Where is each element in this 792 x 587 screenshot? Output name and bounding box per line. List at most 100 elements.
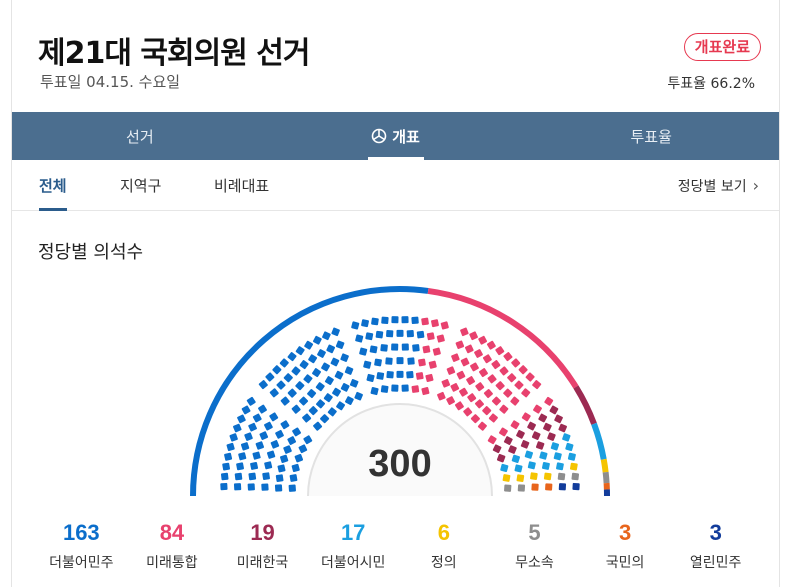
seat-mark [272, 365, 282, 375]
legend-item: 3 열린민주 [670, 520, 761, 572]
seat-mark [544, 396, 554, 406]
seat-mark [549, 405, 559, 415]
seat-mark [349, 379, 359, 388]
seat-mark [294, 453, 304, 463]
legend-seat-count: 17 [340, 520, 366, 545]
tab-count[interactable]: 개표 [268, 112, 524, 160]
seat-mark [507, 373, 517, 383]
legend-seat-count: 6 [437, 520, 450, 545]
seat-mark [229, 433, 238, 442]
party-view-label: 정당별 보기 [677, 178, 747, 195]
seat-mark [252, 451, 261, 460]
seat-mark [375, 330, 384, 339]
seat-mark [477, 421, 487, 431]
legend-party-name: 더불어민주 [49, 555, 114, 571]
seat-mark [262, 472, 270, 480]
legend-item: 84 미래통합 [127, 520, 218, 572]
tab-count-label: 개표 [392, 127, 420, 146]
seat-mark [380, 344, 388, 352]
subtab-all[interactable]: 전체 [39, 160, 67, 211]
legend-seat-count: 19 [250, 520, 275, 545]
seat-mark [295, 346, 305, 356]
seat-mark [391, 316, 399, 324]
party-ring-arc [600, 458, 609, 473]
seat-mark [460, 357, 470, 367]
seat-mark [541, 461, 550, 470]
seat-mark [363, 360, 372, 369]
seat-mark [304, 340, 314, 350]
seat-mark [308, 354, 318, 364]
seat-mark [567, 452, 576, 461]
total-seats-label: 300 [368, 443, 431, 485]
seat-mark [280, 420, 290, 430]
seat-mark [464, 344, 474, 354]
seat-mark [446, 396, 455, 405]
seat-mark [288, 484, 296, 492]
seat-mark [287, 388, 297, 398]
election-date: 투표일 04.15. 수요일 [40, 73, 181, 91]
seat-mark [340, 353, 349, 362]
seat-mark [361, 319, 369, 328]
seat-mark [431, 319, 439, 328]
seat-mark [270, 440, 280, 449]
legend-party-name: 무소속 [515, 555, 554, 571]
seat-mark [516, 474, 525, 482]
seat-mark [240, 442, 250, 451]
seat-mark [298, 444, 308, 454]
seat-mark [283, 445, 292, 454]
seat-mark [491, 360, 501, 370]
party-view-link[interactable]: 정당별 보기 › [678, 160, 759, 211]
seat-mark [550, 442, 560, 451]
seat-mark [264, 461, 273, 470]
seat-mark [425, 373, 434, 382]
seat-mark [320, 414, 330, 424]
seat-mark [478, 335, 488, 345]
seat-mark [250, 461, 259, 470]
seat-mark [233, 483, 242, 491]
seat-mark [308, 406, 318, 416]
seat-mark [292, 427, 302, 437]
seat-mark [391, 343, 399, 351]
seat-mark [495, 346, 505, 356]
seat-mark [527, 421, 536, 431]
seat-mark [247, 483, 255, 491]
seat-mark [456, 370, 466, 380]
tab-turnout[interactable]: 투표율 [523, 112, 779, 160]
seat-mark [277, 464, 286, 473]
seat-mark [474, 349, 483, 358]
seat-mark [312, 335, 322, 345]
tab-turnout-label: 투표율 [630, 127, 672, 146]
seat-mark [266, 450, 276, 459]
main-nav: 선거 개표 투표율 [12, 112, 779, 160]
seat-mark [396, 357, 404, 365]
seat-mark [495, 381, 505, 391]
seat-mark [299, 396, 309, 406]
turnout-summary: 투표율 66.2% [667, 73, 755, 93]
seat-mark [487, 435, 497, 445]
subtab-district[interactable]: 지역구 [120, 177, 162, 195]
seat-mark [491, 396, 501, 406]
seat-mark [264, 421, 273, 431]
seat-mark [421, 387, 430, 396]
seat-mark [455, 340, 465, 349]
seat-mark [317, 349, 326, 358]
seat-mark [369, 345, 378, 354]
election-panel: 제21대 국회의원 선거 투표일 04.15. 수요일 개표완료 투표율 66.… [11, 0, 780, 587]
seat-mark [482, 354, 492, 364]
tab-election[interactable]: 선거 [12, 112, 268, 160]
seat-mark [451, 353, 460, 362]
seat-mark [525, 372, 535, 382]
legend-party-name: 미래한국 [236, 555, 289, 571]
seat-mark [459, 387, 468, 397]
seat-mark [554, 414, 563, 424]
seat-mark [241, 405, 251, 415]
seat-mark [324, 376, 334, 385]
seat-mark [355, 334, 364, 343]
seat-mark [496, 453, 506, 463]
seat-mark [441, 379, 451, 388]
seat-mark [504, 484, 512, 492]
seat-mark [531, 483, 539, 491]
seat-mark [543, 472, 552, 481]
subtab-proportional[interactable]: 비례대표 [214, 177, 270, 195]
seat-mark [467, 393, 477, 403]
